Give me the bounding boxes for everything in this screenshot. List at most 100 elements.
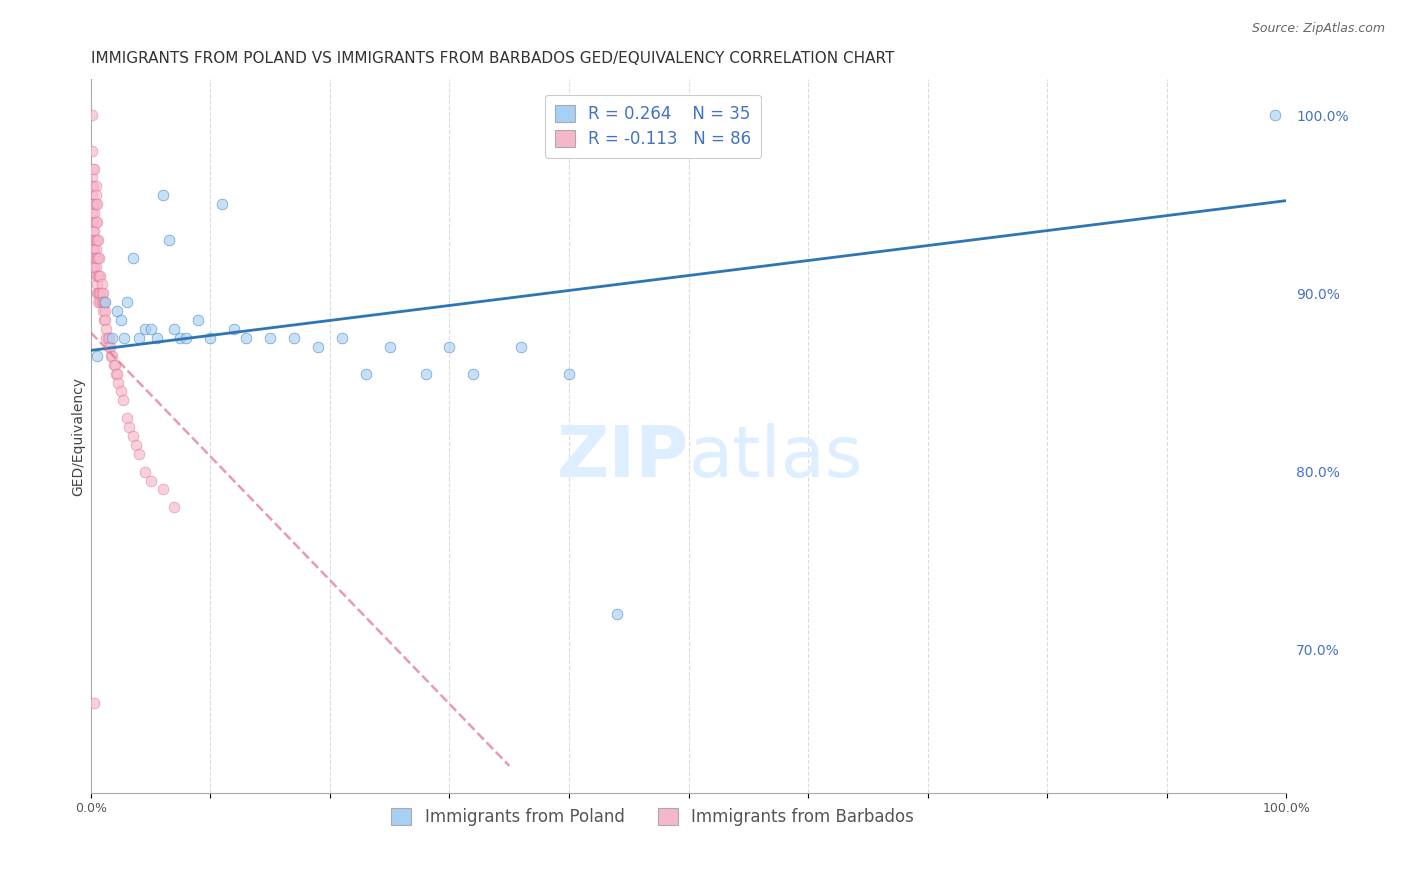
Point — [91, 286, 114, 301]
Point — [104, 367, 127, 381]
Point — [94, 313, 117, 327]
Point — [163, 500, 186, 515]
Point — [157, 233, 180, 247]
Point — [93, 295, 115, 310]
Point — [224, 322, 246, 336]
Point — [86, 277, 108, 292]
Point — [82, 242, 104, 256]
Point — [134, 465, 156, 479]
Point — [307, 340, 329, 354]
Point — [83, 697, 105, 711]
Point — [100, 349, 122, 363]
Text: Source: ZipAtlas.com: Source: ZipAtlas.com — [1251, 22, 1385, 36]
Point — [235, 331, 257, 345]
Point — [89, 286, 111, 301]
Point — [283, 331, 305, 345]
Point — [1263, 108, 1285, 122]
Point — [82, 179, 104, 194]
Point — [139, 322, 162, 336]
Point — [87, 233, 110, 247]
Y-axis label: GED/Equivalency: GED/Equivalency — [72, 376, 86, 495]
Point — [112, 331, 135, 345]
Point — [80, 108, 103, 122]
Point — [105, 367, 128, 381]
Point — [152, 188, 174, 202]
Point — [80, 215, 103, 229]
Point — [96, 322, 118, 336]
Point — [107, 376, 129, 390]
Point — [110, 313, 132, 327]
Point — [378, 340, 401, 354]
Point — [134, 322, 156, 336]
Point — [152, 483, 174, 497]
Point — [354, 367, 377, 381]
Point — [82, 260, 104, 274]
Point — [86, 349, 108, 363]
Point — [128, 331, 150, 345]
Text: atlas: atlas — [689, 423, 863, 491]
Point — [84, 197, 107, 211]
Point — [84, 233, 107, 247]
Point — [558, 367, 581, 381]
Point — [82, 251, 104, 265]
Point — [118, 420, 141, 434]
Point — [104, 358, 127, 372]
Point — [510, 340, 533, 354]
Point — [110, 384, 132, 399]
Point — [84, 251, 107, 265]
Point — [86, 197, 108, 211]
Point — [98, 340, 121, 354]
Point — [87, 286, 110, 301]
Point — [89, 268, 111, 283]
Point — [80, 170, 103, 185]
Point — [89, 268, 111, 283]
Point — [80, 179, 103, 194]
Point — [89, 286, 111, 301]
Point — [83, 206, 105, 220]
Point — [83, 224, 105, 238]
Point — [211, 197, 233, 211]
Point — [90, 295, 112, 310]
Text: ZIP: ZIP — [557, 423, 689, 491]
Point — [96, 331, 118, 345]
Point — [80, 206, 103, 220]
Point — [80, 188, 103, 202]
Point — [101, 331, 124, 345]
Point — [84, 215, 107, 229]
Point — [86, 286, 108, 301]
Point — [94, 295, 117, 310]
Point — [83, 233, 105, 247]
Point — [80, 197, 103, 211]
Point — [97, 331, 120, 345]
Point — [83, 260, 105, 274]
Point — [87, 251, 110, 265]
Point — [83, 251, 105, 265]
Point — [80, 144, 103, 158]
Point — [94, 304, 117, 318]
Point — [83, 242, 105, 256]
Point — [463, 367, 485, 381]
Point — [87, 295, 110, 310]
Point — [89, 251, 111, 265]
Point — [84, 260, 107, 274]
Point — [83, 161, 105, 176]
Point — [139, 474, 162, 488]
Point — [103, 358, 125, 372]
Point — [87, 268, 110, 283]
Point — [259, 331, 281, 345]
Point — [145, 331, 167, 345]
Point — [86, 233, 108, 247]
Point — [439, 340, 461, 354]
Point — [105, 304, 128, 318]
Point — [86, 251, 108, 265]
Point — [97, 340, 120, 354]
Point — [82, 161, 104, 176]
Point — [115, 411, 138, 425]
Point — [91, 295, 114, 310]
Point — [83, 197, 105, 211]
Point — [82, 224, 104, 238]
Point — [82, 233, 104, 247]
Text: IMMIGRANTS FROM POLAND VS IMMIGRANTS FROM BARBADOS GED/EQUIVALENCY CORRELATION C: IMMIGRANTS FROM POLAND VS IMMIGRANTS FRO… — [91, 51, 894, 66]
Legend: Immigrants from Poland, Immigrants from Barbados: Immigrants from Poland, Immigrants from … — [382, 799, 922, 834]
Point — [93, 313, 115, 327]
